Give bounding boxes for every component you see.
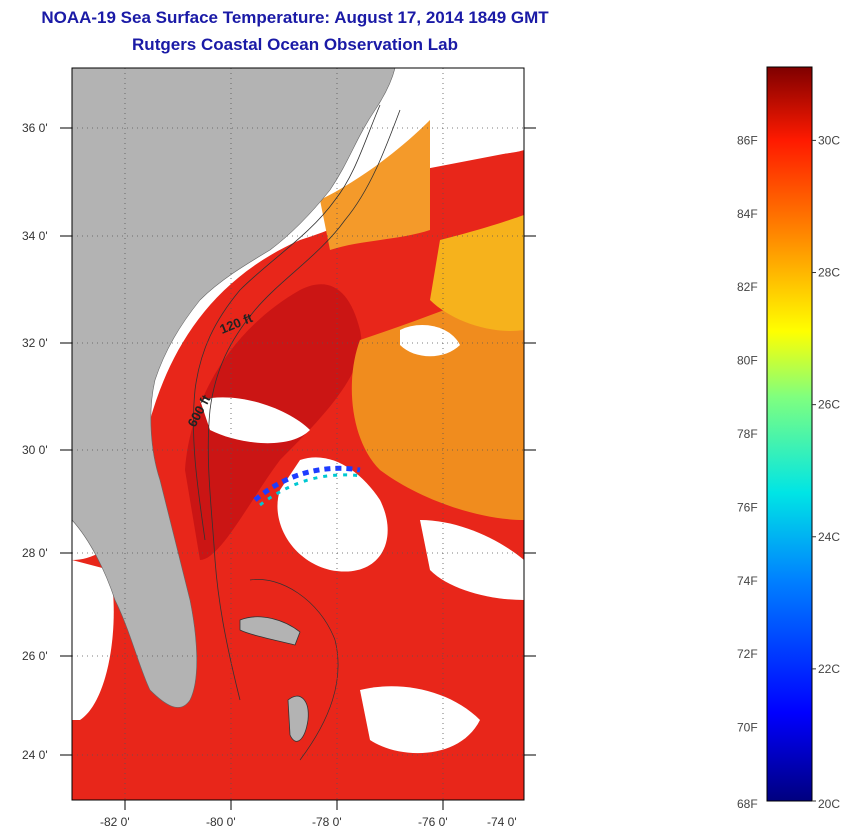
contour-600ft [207, 109, 401, 701]
colorbar-ticks: 86F 84F 82F 80F 78F 76F 74F 72F 70F 68F 30C 28C 26C 2… [737, 133, 840, 811]
colorbar-f-label: 70F [737, 721, 758, 735]
colorbar-c-label: 26C [818, 398, 840, 412]
map-frame [71, 67, 525, 801]
contour-120ft [193, 104, 381, 541]
map-title: NOAA-19 Sea Surface Temperature: August … [41, 8, 549, 27]
colorbar-f-label: 84F [737, 207, 758, 221]
cloud-region-2 [420, 520, 524, 600]
lat-label-28: 28 0' [22, 546, 48, 560]
cloud-region-5 [72, 560, 114, 720]
colorbar-c-label: 20C [818, 797, 840, 811]
lat-label-36: 36 0' [22, 121, 48, 135]
map-image: 120 ft 600 ft [72, 68, 524, 800]
colorbar-f-label: 74F [737, 574, 758, 588]
colorbar-c-label: 24C [818, 530, 840, 544]
colorbar-f-label: 68F [737, 797, 758, 811]
lat-label-32: 32 0' [22, 336, 48, 350]
lat-label-30: 30 0' [22, 443, 48, 457]
cool-water-edge-2 [259, 473, 363, 507]
land-bahamas [287, 695, 309, 742]
ocean-orange-region [351, 280, 524, 520]
cool-water-edge [253, 465, 361, 502]
lon-label-82: -82 0' [100, 815, 130, 829]
colorbar-f-label: 72F [737, 647, 758, 661]
lon-label-80: -80 0' [206, 815, 236, 829]
colorbar-f-label: 76F [737, 500, 758, 514]
cloud-region-4 [400, 325, 460, 357]
colorbar-f-label: 86F [737, 133, 758, 147]
ocean-yellow-region [430, 215, 524, 331]
cloud-region-1 [277, 457, 388, 572]
colorbar-c-label: 22C [818, 662, 840, 676]
colorbar-f-label: 82F [737, 280, 758, 294]
lon-label-78: -78 0' [312, 815, 342, 829]
colorbar-c-label: 30C [818, 133, 840, 147]
map-subtitle: Rutgers Coastal Ocean Observation Lab [132, 35, 458, 54]
cloud-region-7 [430, 90, 524, 154]
land-southeast-us [72, 68, 396, 708]
colorbar-f-label: 80F [737, 354, 758, 368]
land-cuba [239, 616, 301, 646]
lat-label-34: 34 0' [22, 229, 48, 243]
colorbar-f-label: 78F [737, 427, 758, 441]
lat-label-24: 24 0' [22, 748, 48, 762]
map-gridlines [72, 68, 524, 800]
colorbar-c-label: 28C [818, 266, 840, 280]
cloud-region-3 [200, 397, 310, 444]
colorbar [766, 66, 813, 802]
cloud-region-6 [360, 686, 480, 754]
contour-deep [249, 579, 339, 761]
lon-label-74: -74 0' [487, 815, 517, 829]
lon-label-76: -76 0' [418, 815, 448, 829]
frame-ticks [60, 127, 536, 810]
lat-label-26: 26 0' [22, 649, 48, 663]
